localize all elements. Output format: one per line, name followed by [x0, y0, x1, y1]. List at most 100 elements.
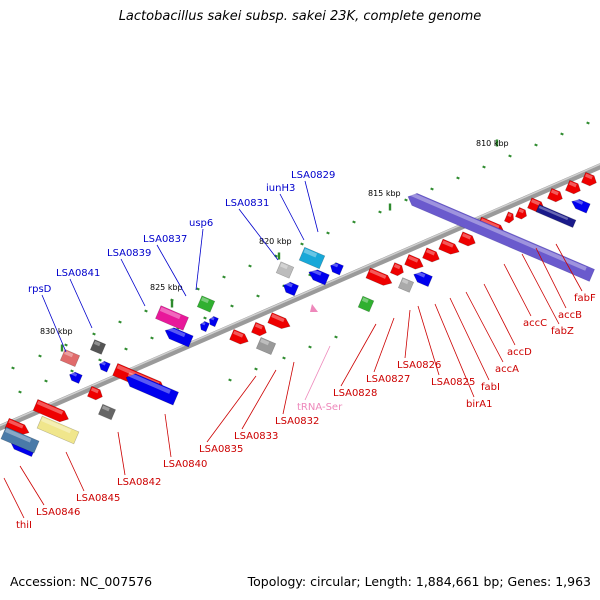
scale-dot	[222, 275, 226, 279]
gene-label-bottom: LSA0832	[275, 416, 319, 427]
gene-forward-11-shine	[426, 249, 436, 256]
gene-steelblue-1	[0, 426, 40, 454]
gene-green-2-shine	[361, 297, 369, 304]
scale-dot	[248, 264, 252, 268]
gene-forward-6	[251, 321, 267, 337]
leader-line-bottom	[373, 317, 395, 373]
gene-label-bottom: LSA0840	[163, 459, 207, 470]
gene-forward-12-shine	[442, 240, 454, 248]
scale-major-tick	[277, 252, 281, 260]
gene-label-top: LSA0839	[107, 248, 151, 259]
gene-forward-20-shape	[581, 171, 597, 187]
gene-green-2	[357, 295, 375, 313]
gene-label-top: LSA0831	[225, 198, 269, 209]
gene-reverse-5	[164, 326, 194, 348]
scale-dot	[92, 332, 96, 336]
scale-major-tick	[495, 139, 499, 147]
gene-reverse-7-shine	[210, 316, 215, 321]
gene-forward-2	[32, 399, 69, 423]
leader-line-bottom	[65, 451, 85, 492]
gene-forward-7	[267, 312, 291, 329]
operon-band-shine	[409, 191, 587, 271]
gene-forward-13-shine	[462, 233, 472, 240]
gene-reverse-3	[99, 360, 111, 373]
gene-khaki-1-shape	[36, 415, 80, 445]
gene-label-bottom: LSA0833	[234, 431, 278, 442]
gene-forward-17-shine	[531, 199, 541, 206]
gene-grey-3-shape	[255, 336, 277, 356]
backbone-highlight	[0, 163, 600, 427]
scale-label: 820 kbp	[259, 237, 292, 246]
leader-line-top	[41, 294, 67, 353]
gene-label-bottom: LSA0835	[199, 444, 243, 455]
leader-line-bottom	[206, 375, 257, 443]
leader-line-bottom	[521, 253, 560, 325]
scale-label: 830 kbp	[40, 327, 73, 336]
gene-forward-10	[404, 254, 424, 270]
gene-grey-3	[255, 336, 277, 356]
scale-dot	[144, 309, 148, 313]
operon-dark-segment-shape	[535, 204, 577, 228]
leader-line-bottom	[417, 305, 440, 376]
gene-green-2-shape	[357, 295, 375, 313]
leader-line-bottom	[503, 263, 532, 317]
gene-reverse-6-shine	[201, 321, 206, 326]
gene-label-bottom: LSA0846	[36, 507, 80, 518]
scale-dot	[18, 390, 22, 394]
gene-cyan-1-shine	[303, 248, 318, 258]
gene-forward-11-shape	[422, 247, 440, 263]
gene-label-bottom: LSA0842	[117, 477, 161, 488]
leader-line-bottom	[241, 369, 277, 430]
gene-reverse-2	[69, 371, 83, 384]
gene-forward-3-shine	[90, 387, 99, 394]
gene-steelblue-1-shine	[5, 428, 32, 443]
scale-label: 815 kbp	[368, 189, 401, 198]
gene-forward-16-shine	[518, 208, 525, 214]
gene-label-bottom: LSA0828	[333, 388, 377, 399]
gene-forward-5	[229, 329, 249, 345]
scale-dot	[203, 316, 207, 320]
gene-pink-1-shape	[59, 348, 81, 368]
gene-forward-14-shine	[480, 218, 500, 230]
gene-forward-6-shine	[254, 323, 263, 330]
leader-line-bottom	[483, 283, 516, 346]
gene-grey-5-shine	[401, 278, 409, 285]
gene-grey-5	[397, 277, 415, 293]
gene-label-top: LSA0837	[143, 234, 187, 245]
gene-forward-3-shape	[87, 385, 103, 401]
leader-line-bottom	[304, 345, 331, 401]
leader-line-bottom	[535, 247, 567, 309]
leader-line-bottom	[465, 291, 504, 363]
leader-line-top	[304, 180, 319, 233]
gene-forward-18-shine	[550, 189, 559, 196]
gene-forward-15-shine	[507, 213, 512, 218]
gene-green-1-shine	[201, 297, 209, 304]
scale-dot	[308, 345, 312, 349]
scale-dot	[534, 143, 538, 147]
leader-line-bottom	[3, 477, 25, 519]
scale-dot	[326, 231, 330, 235]
scale-dot	[70, 369, 74, 373]
gene-cyan-1-shape	[298, 246, 326, 270]
gene-forward-2-shape	[32, 399, 69, 423]
leader-line-bottom	[555, 243, 583, 292]
gene-forward-5-shine	[233, 330, 244, 338]
gene-label-bottom: accC	[523, 318, 547, 329]
gene-reverse-4-shine	[127, 372, 171, 394]
gene-forward-20-shine	[584, 173, 593, 180]
gene-reverse-10-shape	[330, 262, 344, 276]
leader-line-bottom	[404, 309, 411, 359]
scale-dot	[124, 347, 128, 351]
gene-forward-15	[503, 211, 514, 224]
gene-reverse-7-shape	[208, 316, 219, 328]
gene-khaki-1-shine	[41, 417, 72, 434]
gene-label-bottom: accA	[495, 364, 519, 375]
scale-label: 825 kbp	[150, 283, 183, 292]
gene-reverse-5-shape	[164, 327, 194, 348]
gene-reverse-12-shape	[571, 199, 591, 214]
gene-label-bottom: LSA0827	[366, 374, 410, 385]
gene-reverse-8-shine	[284, 281, 293, 288]
gene-forward-10-shine	[408, 255, 419, 263]
gene-reverse-3-shape	[99, 360, 111, 373]
operon-dark-segment	[535, 204, 577, 228]
